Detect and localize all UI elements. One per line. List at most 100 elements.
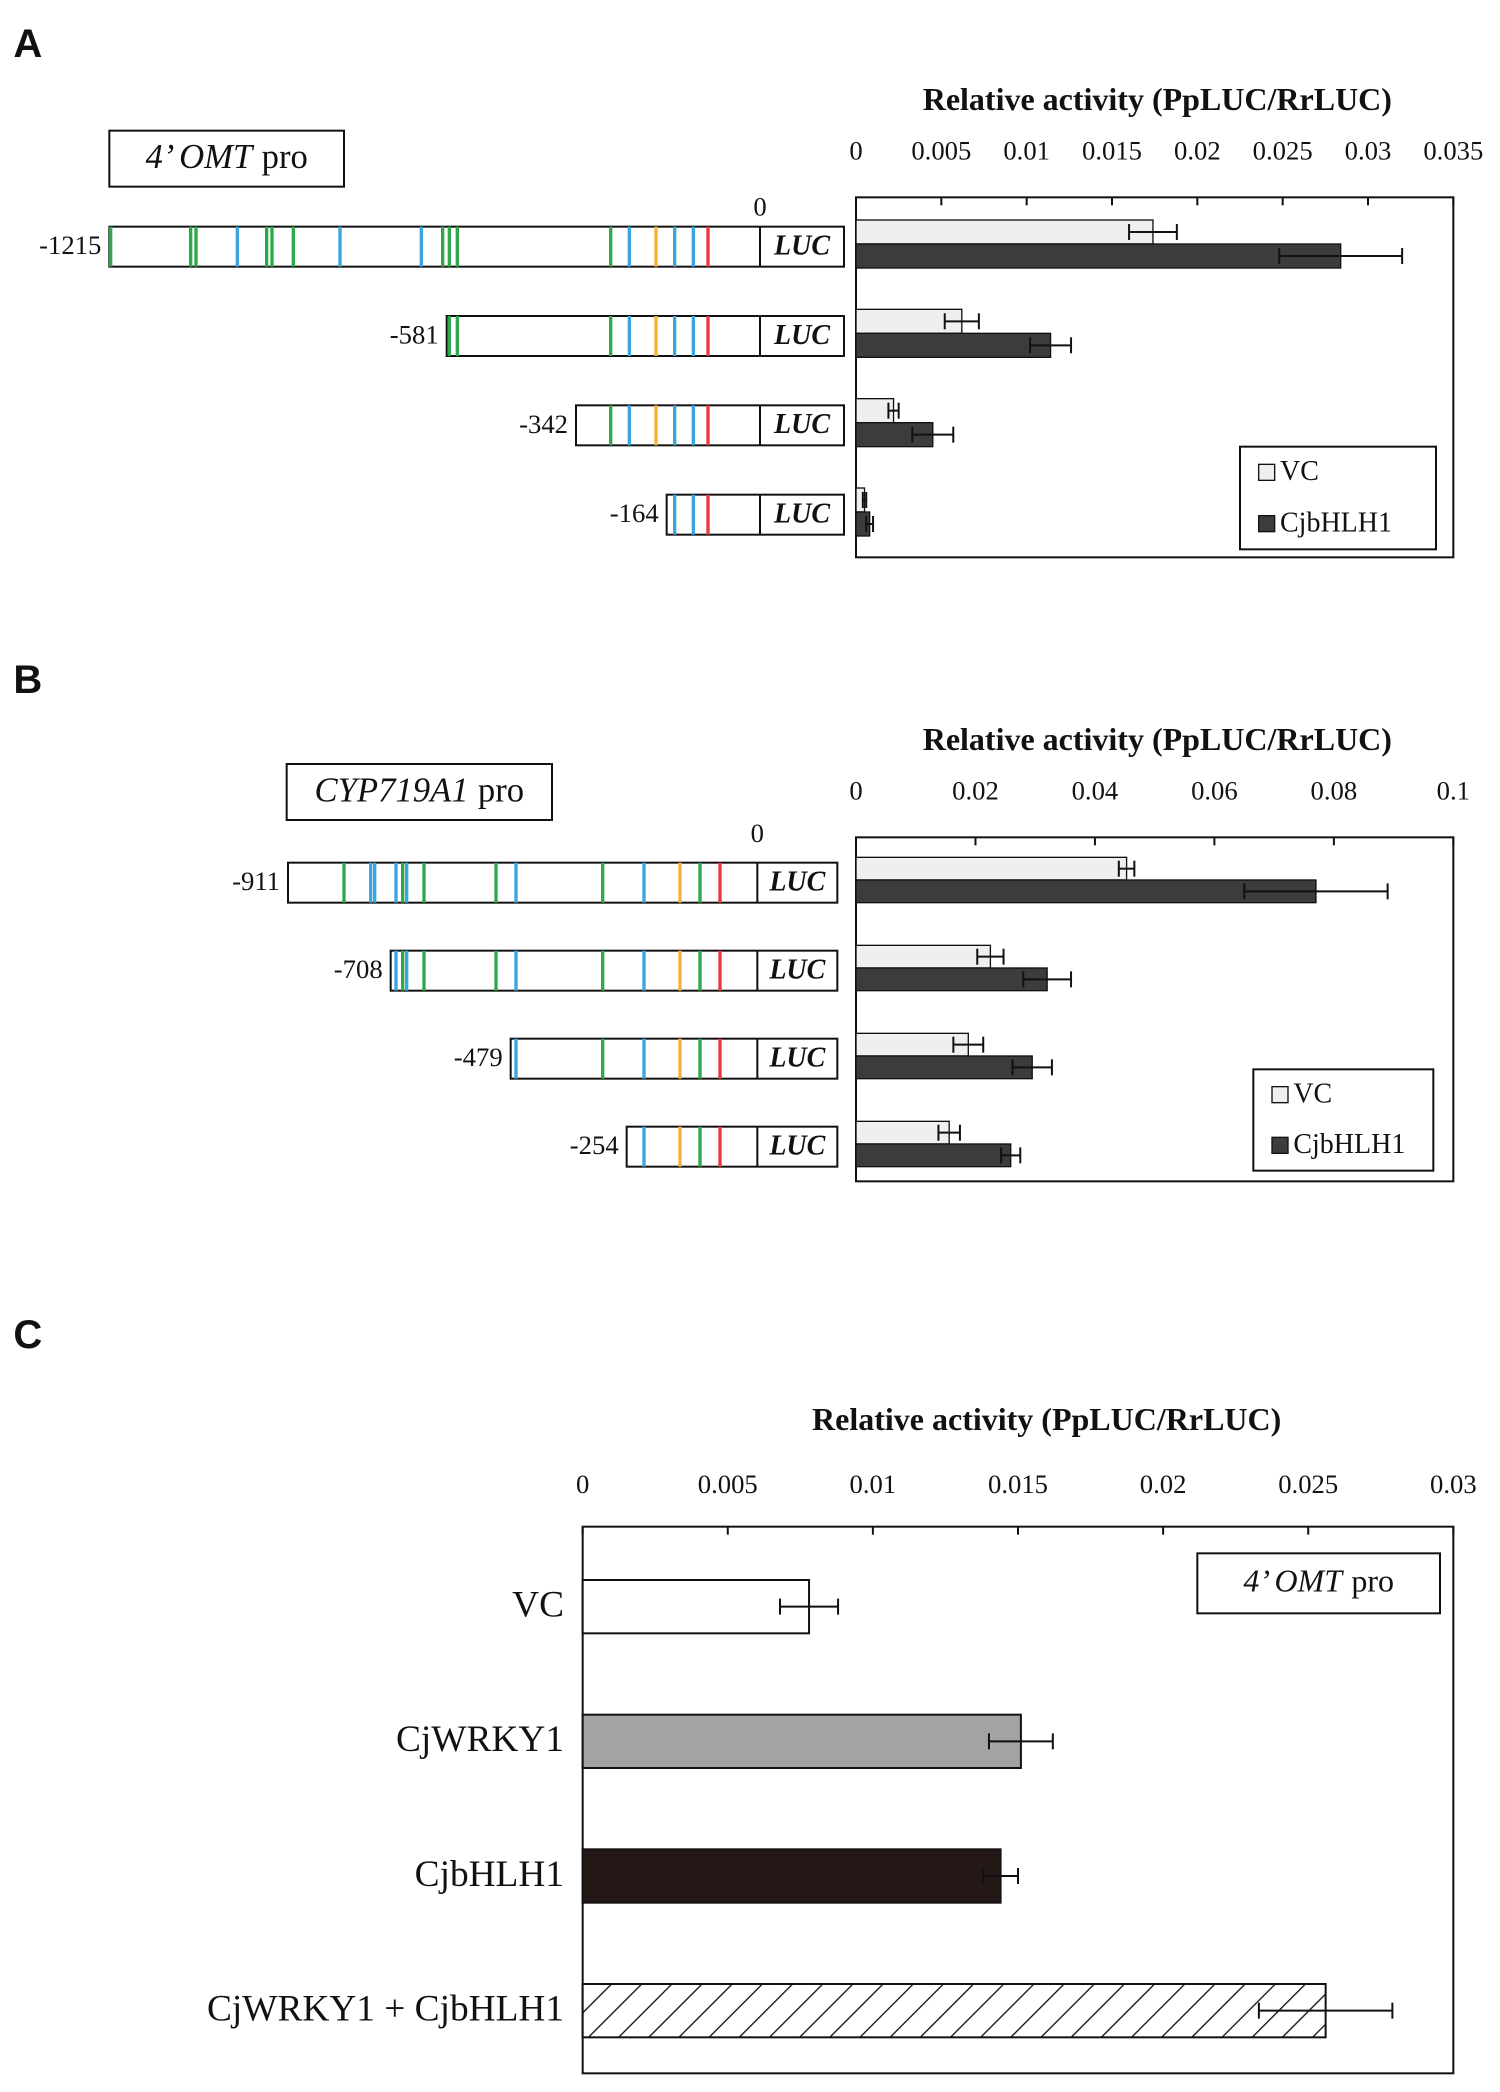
- x-tick-label: 0.035: [1423, 135, 1483, 165]
- promoter-suffix: pro: [478, 771, 524, 809]
- bar: [855, 967, 1048, 992]
- bar: [581, 1713, 1022, 1769]
- reporter-label: LUC: [768, 1042, 825, 1073]
- error-bar: [861, 492, 868, 508]
- legend-label: VC: [1280, 456, 1319, 487]
- bar: [855, 1143, 1012, 1168]
- legend-label: VC: [1293, 1078, 1332, 1109]
- bar: [581, 1982, 1327, 2039]
- x-tick-label: 0.03: [1345, 135, 1392, 165]
- axis-title: Relative activity (PpLUC/RrLUC): [812, 1401, 1281, 1437]
- bar: [855, 1120, 950, 1145]
- panel-letter: A: [13, 22, 42, 66]
- x-tick-label: 0: [849, 775, 862, 805]
- promoter-box: [1196, 1552, 1441, 1615]
- reporter-label: LUC: [773, 320, 830, 351]
- bar: [855, 332, 1052, 358]
- origin-label: 0: [751, 818, 764, 848]
- promoter-label: 4’ OMT pro: [145, 138, 307, 176]
- bar: [581, 1848, 1002, 1904]
- x-tick-label: 0.04: [1072, 775, 1119, 805]
- construct-label: -479: [454, 1042, 503, 1072]
- promoter-construct: [665, 493, 845, 536]
- legend-label: CjbHLH1: [1280, 507, 1392, 538]
- promoter-box: [108, 129, 345, 188]
- x-tick-label: 0.08: [1311, 775, 1358, 805]
- legend-swatch: [1271, 1136, 1289, 1154]
- x-tick-label: 0.03: [1430, 1469, 1477, 1499]
- promoter-construct: [575, 404, 845, 447]
- error-bar: [987, 1733, 1054, 1750]
- legend-swatch: [1271, 1085, 1289, 1104]
- construct-label: -342: [519, 409, 568, 439]
- construct-label: -911: [232, 866, 280, 896]
- error-bar: [1243, 883, 1389, 900]
- promoter-suffix: pro: [262, 138, 308, 176]
- error-bar: [1000, 1147, 1022, 1164]
- axis-title: Relative activity (PpLUC/RrLUC): [923, 81, 1392, 117]
- category-label: CjWRKY1: [396, 1719, 564, 1760]
- bar: [855, 219, 1154, 245]
- promoter-construct: [389, 949, 839, 992]
- legend-label: CjbHLH1: [1293, 1129, 1405, 1160]
- reporter-label: LUC: [768, 954, 825, 985]
- promoter-construct: [509, 1037, 839, 1080]
- error-bar: [779, 1598, 840, 1615]
- x-tick-label: 0.015: [1082, 135, 1142, 165]
- error-bar: [1011, 1059, 1053, 1076]
- x-tick-label: 0.02: [952, 775, 999, 805]
- x-tick-label: 0.02: [1174, 135, 1221, 165]
- plot-frame: [854, 196, 1455, 559]
- plot-frame: [581, 1525, 1455, 2075]
- promoter-label: CYP719A1 pro: [315, 771, 525, 809]
- error-bar: [1278, 248, 1404, 264]
- promoter-construct: [625, 1125, 839, 1168]
- x-tick-label: 0.02: [1140, 1469, 1187, 1499]
- error-bar: [911, 426, 955, 443]
- x-tick-label: 0.025: [1278, 1469, 1338, 1499]
- promoter-suffix: pro: [1351, 1563, 1394, 1599]
- x-tick-label: 0.005: [698, 1469, 758, 1499]
- error-bar: [976, 948, 1005, 965]
- construct-label: -581: [390, 319, 439, 349]
- bar: [581, 1578, 811, 1635]
- error-bar: [937, 1124, 961, 1141]
- x-tick-label: 0.06: [1191, 775, 1238, 805]
- promoter-construct: [445, 315, 845, 357]
- error-bar: [1257, 2002, 1394, 2019]
- x-tick-label: 0.01: [1003, 135, 1050, 165]
- plot-frame: [854, 836, 1455, 1183]
- error-bar: [1029, 337, 1073, 354]
- legend-swatch: [1257, 515, 1276, 533]
- reporter-label: LUC: [768, 1130, 825, 1161]
- error-bar: [1117, 860, 1136, 877]
- x-tick-label: 0.1: [1437, 775, 1470, 805]
- reporter-label: LUC: [773, 230, 830, 261]
- error-bar: [1022, 971, 1073, 988]
- x-tick-label: 0.025: [1253, 135, 1313, 165]
- reporter-label: LUC: [768, 866, 825, 897]
- construct-label: -164: [610, 498, 659, 528]
- construct-label: -1215: [39, 230, 101, 260]
- reporter-label: LUC: [773, 409, 830, 440]
- x-tick-label: 0.015: [988, 1469, 1048, 1499]
- category-label: CjWRKY1 + CjbHLH1: [207, 1989, 564, 2030]
- x-tick-label: 0: [849, 135, 862, 165]
- promoter-construct: [108, 225, 845, 268]
- bar: [855, 243, 1342, 269]
- promoter-name: 4’ OMT: [145, 138, 255, 176]
- construct-label: -708: [334, 954, 383, 984]
- error-bar: [982, 1868, 1019, 1884]
- x-tick-label: 0: [576, 1469, 589, 1499]
- error-bar: [887, 402, 900, 419]
- panel-letter: C: [13, 1313, 42, 1357]
- promoter-box: [285, 763, 553, 821]
- reporter-label: LUC: [773, 498, 830, 529]
- bar: [855, 1055, 1033, 1080]
- bar: [855, 856, 1128, 881]
- promoter-name: 4’ OMT: [1243, 1563, 1344, 1599]
- x-tick-label: 0.005: [911, 135, 971, 165]
- error-bar: [865, 516, 875, 532]
- bar: [855, 944, 992, 969]
